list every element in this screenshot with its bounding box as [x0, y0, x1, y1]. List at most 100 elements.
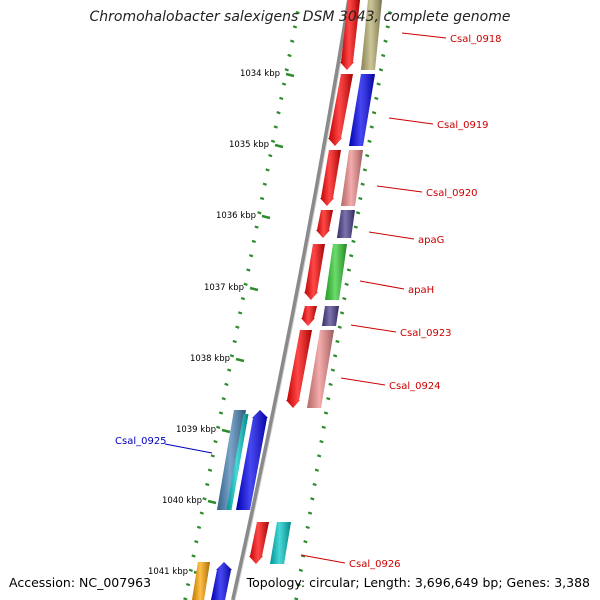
scale-ring-outer-left-dot	[232, 339, 237, 344]
scale-ring-outer-left-dot	[284, 68, 289, 72]
scale-ring-inner-right-dot	[319, 439, 324, 444]
scale-ring-outer-left-dot	[216, 425, 221, 429]
scale-ring-outer-left-dot	[265, 168, 270, 172]
cog-bar-gene-9-shading	[192, 562, 210, 600]
scale-ring-outer-left-dot	[246, 268, 251, 272]
scale-ring-inner-right-dot	[294, 597, 299, 600]
gene-arrow-csal_0923-shading	[301, 306, 317, 326]
scale-ring-outer-left-dot	[229, 354, 235, 358]
scale-ring-inner-right-dot	[371, 111, 377, 115]
scale-ring-inner-right-dot	[312, 482, 317, 487]
scale-ring-inner-right-dot	[344, 282, 349, 286]
kbp-label: 1036 kbp	[216, 211, 256, 221]
scale-ring-inner-right-dot	[328, 382, 333, 387]
kbp-label: 1041 kbp	[148, 567, 188, 577]
scale-ring-outer-left-dot	[290, 39, 295, 43]
cog-bar-csal_0923-shading	[322, 306, 339, 326]
scale-ring-outer-left-dot	[194, 540, 199, 544]
scale-ring-outer-left-dot	[207, 468, 213, 472]
scale-ring-outer-left-dot	[185, 582, 191, 587]
scale-ring-inner-right-dot	[358, 196, 363, 201]
scale-ring-inner-right-dot	[323, 411, 329, 415]
scale-ring-outer-left-dot	[251, 239, 256, 244]
scale-ring-outer-left-dot	[191, 554, 196, 558]
gene-arrow-apah-shading	[304, 244, 325, 300]
cog-bar-secondary-csal_0925-shading	[226, 414, 249, 510]
scale-ring-outer-left-dot	[205, 482, 210, 487]
gene-label-leader	[388, 117, 434, 125]
cog-bar-csal_0918-shading	[361, 0, 382, 70]
scale-ring-outer-left-dot	[259, 196, 265, 201]
scale-ring-outer-left-dot	[218, 411, 224, 415]
scale-ring-inner-right-dot	[333, 354, 338, 358]
kbp-tick	[261, 214, 271, 220]
gene-label-csal_0920: Csal_0920	[426, 188, 478, 199]
scale-ring-outer-left-dot	[292, 25, 298, 29]
kbp-label: 1040 kbp	[162, 496, 202, 506]
map-title: Chromohalobacter salexigens DSM 3043, co…	[89, 9, 511, 25]
scale-ring-outer-left-dot	[248, 254, 254, 258]
scale-ring-inner-right-dot	[385, 25, 390, 29]
gene-label-csal_0918: Csal_0918	[450, 34, 502, 45]
cog-bar-csal_0920-shading	[341, 150, 363, 206]
scale-ring-outer-left-dot	[196, 525, 202, 530]
scale-ring-outer-left-dot	[273, 125, 278, 129]
gene-label-csal_0924: Csal_0924	[389, 381, 441, 392]
kbp-label: 1035 kbp	[229, 140, 269, 150]
scale-ring-inner-right-dot	[335, 339, 340, 344]
cog-bar-csal_0925-shading	[217, 410, 246, 510]
scale-ring-inner-right-dot	[365, 153, 370, 158]
scale-ring-outer-left-dot	[235, 325, 240, 329]
gene-label-leader	[340, 377, 386, 386]
cog-bar-apah-shading	[325, 244, 347, 300]
scale-ring-inner-right-dot	[305, 525, 310, 530]
gene-arrow-csal_0919-shading	[328, 74, 353, 146]
gene-arrow-csal_0918-shading	[340, 0, 360, 70]
gene-arrow-apag-shading	[316, 210, 333, 238]
scale-ring-inner-right-dot	[310, 497, 315, 501]
scale-ring-inner-right-dot	[296, 582, 301, 587]
scale-ring-inner-right-dot	[330, 368, 336, 372]
scale-ring-inner-right-dot	[355, 211, 361, 215]
scale-ring-inner-right-dot	[317, 454, 322, 458]
scale-ring-inner-right-dot	[353, 225, 358, 229]
kbp-tick	[207, 499, 217, 505]
scale-ring-inner-right-dot	[351, 239, 356, 244]
cog-bar-csal_0924-shading	[307, 330, 334, 408]
scale-ring-outer-left-dot	[210, 454, 215, 458]
scale-ring-outer-left-dot	[270, 139, 276, 143]
kbp-tick	[221, 428, 231, 434]
scale-ring-outer-left-dot	[268, 153, 273, 158]
accession-label: Accession: NC_007963	[9, 575, 152, 590]
gene-label-csal_0925: Csal_0925	[115, 436, 167, 447]
scale-ring-inner-right-dot	[342, 296, 347, 301]
kbp-tick	[285, 72, 295, 78]
gene-label-leader	[368, 231, 415, 240]
scale-ring-outer-left-dot	[254, 225, 259, 229]
cog-bar-csal_0919-shading	[349, 74, 375, 146]
scale-ring-outer-left-dot	[279, 96, 284, 101]
scale-ring-outer-left-dot	[224, 382, 229, 387]
scale-ring-inner-right-dot	[349, 254, 354, 258]
scale-ring-outer-left-dot	[257, 211, 262, 215]
gene-label-csal_0923: Csal_0923	[400, 328, 452, 339]
scale-ring-inner-right-dot	[387, 10, 393, 15]
gene-label-apag: apaG	[418, 235, 444, 246]
sequence-backbone-highlight	[234, 0, 352, 600]
scale-ring-inner-right-dot	[374, 96, 379, 101]
scale-ring-outer-left-dot	[183, 597, 188, 600]
scale-ring-outer-left-dot	[262, 182, 267, 186]
scale-ring-inner-right-dot	[346, 268, 352, 272]
scale-ring-inner-right-dot	[367, 139, 372, 143]
scale-ring-outer-left-dot	[295, 10, 300, 15]
kbp-tick	[235, 357, 245, 363]
gene-label-leader	[376, 185, 423, 193]
gene-label-leader	[359, 280, 405, 290]
scale-ring-inner-right-dot	[326, 397, 331, 401]
gene-label-leader	[350, 324, 397, 333]
scale-ring-outer-left-dot	[199, 511, 204, 515]
cog-bar-csal_0926-shading	[270, 522, 291, 564]
kbp-label: 1038 kbp	[190, 354, 230, 364]
